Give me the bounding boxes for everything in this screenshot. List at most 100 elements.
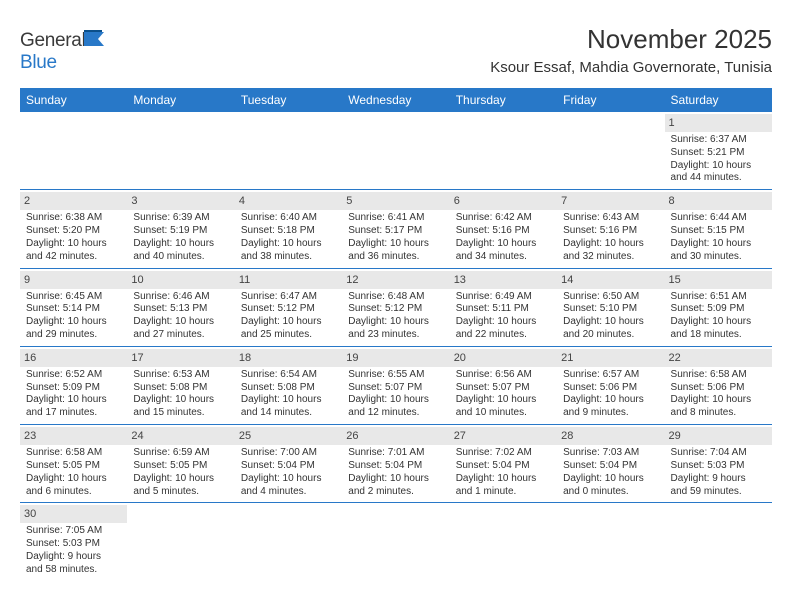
day-detail-line: Sunrise: 6:46 AM bbox=[133, 291, 228, 304]
day-detail-line: Sunset: 5:09 PM bbox=[26, 382, 121, 395]
calendar-cell: 24Sunrise: 6:59 AMSunset: 5:05 PMDayligh… bbox=[127, 425, 234, 503]
calendar-cell: 17Sunrise: 6:53 AMSunset: 5:08 PMDayligh… bbox=[127, 346, 234, 424]
day-detail-line: and 59 minutes. bbox=[671, 486, 766, 499]
day-detail-line: and 42 minutes. bbox=[26, 251, 121, 264]
day-detail-line: Daylight: 10 hours bbox=[456, 473, 551, 486]
day-detail-line: Sunrise: 6:43 AM bbox=[563, 212, 658, 225]
calendar-cell: 23 Sunrise: 6:58 AMSunset: 5:05 PMDayligh… bbox=[20, 425, 127, 503]
day-detail-line: Sunrise: 6:47 AM bbox=[241, 291, 336, 304]
calendar-cell bbox=[235, 503, 342, 581]
day-number: 10 bbox=[127, 271, 234, 289]
day-detail-line: Daylight: 10 hours bbox=[133, 316, 228, 329]
calendar-cell: 16Sunrise: 6:52 AMSunset: 5:09 PMDayligh… bbox=[20, 346, 127, 424]
day-detail-line: and 30 minutes. bbox=[671, 251, 766, 264]
weekday-wednesday: Wednesday bbox=[342, 88, 449, 112]
calendar-cell: 25Sunrise: 7:00 AMSunset: 5:04 PMDayligh… bbox=[235, 425, 342, 503]
calendar-cell: 9Sunrise: 6:45 AMSunset: 5:14 PMDaylight… bbox=[20, 268, 127, 346]
weekday-thursday: Thursday bbox=[450, 88, 557, 112]
day-detail-line: Daylight: 10 hours bbox=[563, 316, 658, 329]
day-detail-line: and 12 minutes. bbox=[348, 407, 443, 420]
month-title: November 2025 bbox=[490, 24, 772, 55]
day-number: 21 bbox=[557, 349, 664, 367]
calendar-row: 1Sunrise: 6:37 AMSunset: 5:21 PMDaylight… bbox=[20, 112, 772, 190]
day-detail-line: Sunset: 5:03 PM bbox=[671, 460, 766, 473]
day-number: 23 bbox=[20, 427, 127, 445]
day-detail-line: Sunrise: 6:58 AM bbox=[671, 369, 766, 382]
logo: GeneralBlue bbox=[20, 24, 106, 74]
day-detail-line: and 38 minutes. bbox=[241, 251, 336, 264]
day-detail-line: Daylight: 10 hours bbox=[456, 394, 551, 407]
day-detail-line: and 58 minutes. bbox=[26, 564, 121, 577]
day-detail-line: Sunrise: 6:56 AM bbox=[456, 369, 551, 382]
day-detail-line: and 25 minutes. bbox=[241, 329, 336, 342]
day-detail-line: Sunrise: 6:54 AM bbox=[241, 369, 336, 382]
day-detail-line: Sunset: 5:19 PM bbox=[133, 225, 228, 238]
day-detail-line: and 29 minutes. bbox=[26, 329, 121, 342]
calendar-cell: 5Sunrise: 6:41 AMSunset: 5:17 PMDaylight… bbox=[342, 190, 449, 268]
calendar-cell: 3Sunrise: 6:39 AMSunset: 5:19 PMDaylight… bbox=[127, 190, 234, 268]
day-detail-line: Sunrise: 6:53 AM bbox=[133, 369, 228, 382]
day-detail-line: Daylight: 10 hours bbox=[671, 394, 766, 407]
day-detail-line: Sunrise: 6:40 AM bbox=[241, 212, 336, 225]
day-number: 5 bbox=[342, 192, 449, 210]
calendar-table: Sunday Monday Tuesday Wednesday Thursday… bbox=[20, 88, 772, 581]
page: GeneralBlue November 2025 Ksour Essaf, M… bbox=[0, 0, 792, 581]
day-detail-line: Sunset: 5:16 PM bbox=[456, 225, 551, 238]
day-detail-line: Daylight: 10 hours bbox=[563, 394, 658, 407]
logo-part2: Blue bbox=[20, 52, 57, 73]
day-number: 7 bbox=[557, 192, 664, 210]
calendar-cell: 28Sunrise: 7:03 AMSunset: 5:04 PMDayligh… bbox=[557, 425, 664, 503]
day-detail-line: Sunset: 5:08 PM bbox=[241, 382, 336, 395]
day-detail-line: Sunset: 5:11 PM bbox=[456, 303, 551, 316]
calendar-body: 1Sunrise: 6:37 AMSunset: 5:21 PMDaylight… bbox=[20, 112, 772, 581]
day-detail-line: and 18 minutes. bbox=[671, 329, 766, 342]
day-detail-line: and 1 minute. bbox=[456, 486, 551, 499]
day-detail-line: Sunrise: 6:58 AM bbox=[26, 447, 121, 460]
calendar-cell: 26Sunrise: 7:01 AMSunset: 5:04 PMDayligh… bbox=[342, 425, 449, 503]
day-detail-line: Daylight: 10 hours bbox=[456, 316, 551, 329]
day-detail-line: Daylight: 10 hours bbox=[563, 473, 658, 486]
day-detail-line: Daylight: 10 hours bbox=[133, 394, 228, 407]
day-detail-line: Daylight: 10 hours bbox=[348, 238, 443, 251]
day-detail-line: and 22 minutes. bbox=[456, 329, 551, 342]
day-detail-line: Sunrise: 6:49 AM bbox=[456, 291, 551, 304]
day-detail-line: Sunrise: 7:03 AM bbox=[563, 447, 658, 460]
day-detail-line: Daylight: 10 hours bbox=[26, 473, 121, 486]
logo-flag-icon bbox=[84, 30, 106, 51]
day-detail-line: Sunrise: 6:42 AM bbox=[456, 212, 551, 225]
day-detail-line: Daylight: 10 hours bbox=[26, 394, 121, 407]
day-detail-line: Sunrise: 6:59 AM bbox=[133, 447, 228, 460]
weekday-sunday: Sunday bbox=[20, 88, 127, 112]
day-detail-line: and 27 minutes. bbox=[133, 329, 228, 342]
day-detail-line: Sunrise: 6:50 AM bbox=[563, 291, 658, 304]
location: Ksour Essaf, Mahdia Governorate, Tunisia bbox=[490, 59, 772, 76]
day-detail-line: Sunrise: 6:52 AM bbox=[26, 369, 121, 382]
day-detail-line: Daylight: 10 hours bbox=[348, 394, 443, 407]
day-detail-line: and 2 minutes. bbox=[348, 486, 443, 499]
calendar-cell: 7Sunrise: 6:43 AMSunset: 5:16 PMDaylight… bbox=[557, 190, 664, 268]
day-detail-line: Sunset: 5:18 PM bbox=[241, 225, 336, 238]
day-detail-line: Daylight: 10 hours bbox=[241, 394, 336, 407]
calendar-cell: 11Sunrise: 6:47 AMSunset: 5:12 PMDayligh… bbox=[235, 268, 342, 346]
day-detail-line: Sunset: 5:03 PM bbox=[26, 538, 121, 551]
calendar-cell bbox=[127, 503, 234, 581]
day-detail-line: Sunset: 5:06 PM bbox=[563, 382, 658, 395]
day-detail-line: Sunrise: 7:05 AM bbox=[26, 525, 121, 538]
header: GeneralBlue November 2025 Ksour Essaf, M… bbox=[20, 24, 772, 80]
day-detail-line: and 4 minutes. bbox=[241, 486, 336, 499]
calendar-cell bbox=[665, 503, 772, 581]
day-detail-line: Sunset: 5:05 PM bbox=[26, 460, 121, 473]
day-detail-line: Sunset: 5:07 PM bbox=[348, 382, 443, 395]
day-number: 4 bbox=[235, 192, 342, 210]
day-number: 6 bbox=[450, 192, 557, 210]
weekday-tuesday: Tuesday bbox=[235, 88, 342, 112]
day-detail-line: Sunset: 5:17 PM bbox=[348, 225, 443, 238]
day-detail-line: Sunrise: 7:02 AM bbox=[456, 447, 551, 460]
day-detail-line: Sunset: 5:04 PM bbox=[348, 460, 443, 473]
day-detail-line: Sunset: 5:14 PM bbox=[26, 303, 121, 316]
day-detail-line: Sunrise: 7:04 AM bbox=[671, 447, 766, 460]
day-detail-line: and 40 minutes. bbox=[133, 251, 228, 264]
day-detail-line: and 5 minutes. bbox=[133, 486, 228, 499]
logo-part1: General bbox=[20, 30, 86, 51]
day-number: 19 bbox=[342, 349, 449, 367]
